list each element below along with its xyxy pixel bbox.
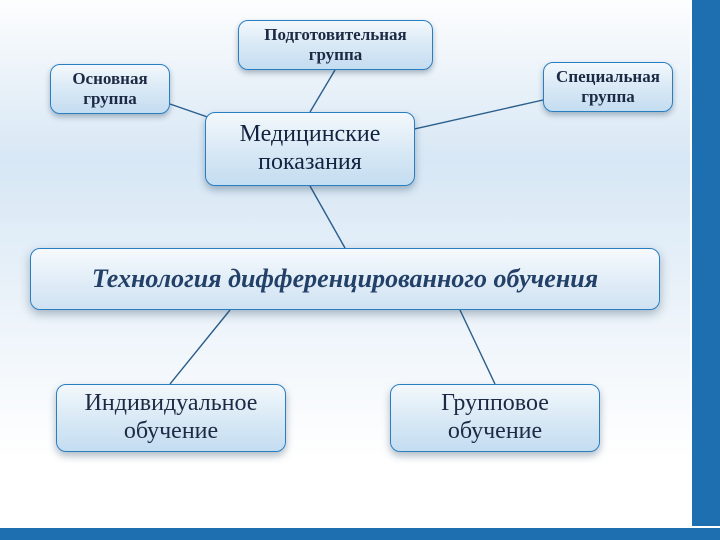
node-preparatory-group: Подготовительная группа (238, 20, 433, 70)
decor-bottom-bar (0, 526, 720, 540)
node-medical-indications: Медицинские показания (205, 112, 415, 186)
node-basic-group: Основная группа (50, 64, 170, 114)
node-title-technology: Технология дифференцированного обучения (30, 248, 660, 310)
node-special-group: Специальная группа (543, 62, 673, 112)
node-group-learning: Групповое обучение (390, 384, 600, 452)
decor-right-bar (690, 0, 720, 540)
slide-diagram: Подготовительная группа Основная группа … (0, 0, 720, 540)
node-individual-learning: Индивидуальное обучение (56, 384, 286, 452)
